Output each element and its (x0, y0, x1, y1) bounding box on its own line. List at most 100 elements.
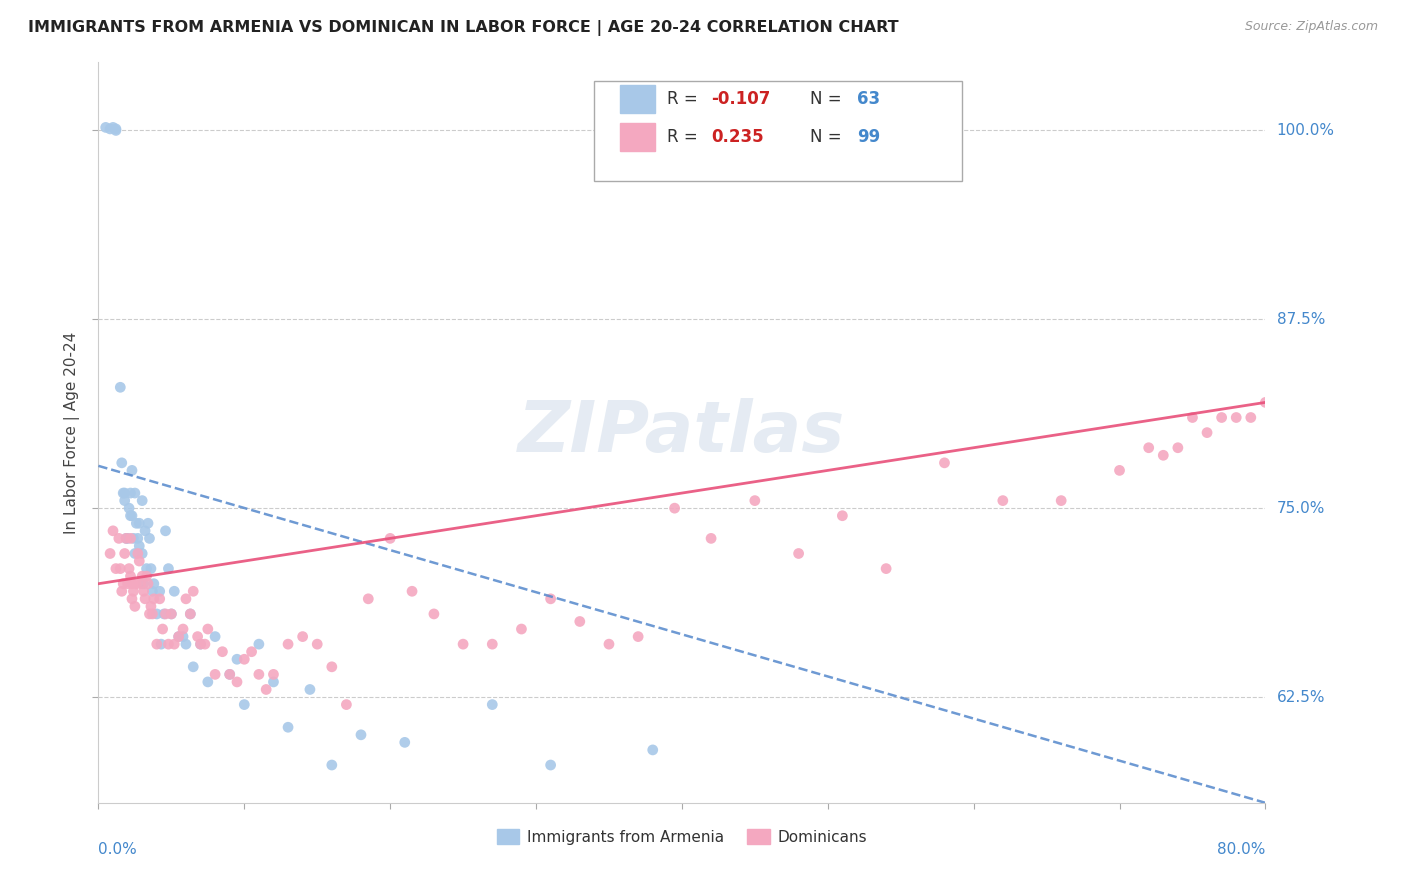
Y-axis label: In Labor Force | Age 20-24: In Labor Force | Age 20-24 (63, 332, 80, 533)
Text: N =: N = (810, 128, 848, 146)
Point (121, 576, 143, 591)
Point (155, 524, 177, 538)
Point (1284, 116, 1306, 130)
Point (357, 591, 380, 606)
Point (1291, 388, 1313, 402)
Point (174, 637, 197, 651)
Point (131, 547, 153, 561)
Point (197, 674, 219, 689)
Point (1108, 463, 1130, 477)
Point (163, 637, 186, 651)
Legend: Immigrants from Armenia, Dominicans: Immigrants from Armenia, Dominicans (491, 822, 873, 851)
Point (111, 584, 134, 599)
Text: -0.107: -0.107 (711, 90, 770, 108)
Point (111, 456, 134, 470)
Point (134, 591, 156, 606)
Point (423, 607, 446, 621)
Point (335, 698, 357, 712)
Point (627, 630, 650, 644)
Point (149, 591, 172, 606)
Point (218, 667, 240, 681)
Point (128, 539, 150, 553)
Point (1320, 373, 1343, 387)
Point (1284, 395, 1306, 409)
Point (172, 630, 194, 644)
Point (104, 561, 127, 575)
Point (307, 637, 329, 651)
Point (174, 591, 197, 606)
Point (179, 607, 201, 621)
Point (120, 508, 142, 523)
Point (380, 532, 402, 546)
Point (136, 516, 159, 531)
Point (127, 547, 149, 561)
Point (134, 524, 156, 538)
Point (117, 576, 139, 591)
Point (138, 532, 160, 546)
Point (131, 569, 153, 583)
Point (146, 637, 169, 651)
Text: R =: R = (666, 90, 703, 108)
Point (115, 532, 138, 546)
Point (1211, 410, 1233, 425)
Point (540, 591, 562, 606)
Point (211, 645, 233, 659)
Point (179, 607, 201, 621)
Text: 99: 99 (858, 128, 880, 146)
Point (277, 637, 299, 651)
Point (142, 576, 165, 591)
Point (233, 698, 256, 712)
Point (247, 637, 270, 651)
Bar (620, 123, 655, 152)
Point (160, 607, 183, 621)
Point (121, 508, 143, 523)
Point (101, 524, 124, 538)
Point (108, 532, 131, 546)
Text: R =: R = (666, 128, 703, 146)
Point (510, 622, 533, 636)
Point (98, 122, 121, 136)
Point (181, 660, 204, 674)
Point (112, 576, 135, 591)
Point (1305, 380, 1327, 394)
Point (114, 547, 136, 561)
Point (153, 607, 176, 621)
Point (138, 607, 160, 621)
Point (121, 463, 143, 477)
Point (114, 486, 136, 500)
Point (124, 486, 146, 500)
Point (401, 584, 423, 599)
Text: N =: N = (810, 90, 848, 108)
Point (121, 591, 143, 606)
Point (118, 501, 141, 516)
Point (1167, 441, 1189, 455)
Point (122, 584, 145, 599)
Point (120, 569, 142, 583)
Point (122, 532, 145, 546)
Point (124, 547, 146, 561)
Point (104, 122, 127, 136)
Point (277, 720, 299, 734)
Point (142, 591, 165, 606)
Point (262, 667, 284, 681)
Point (139, 599, 162, 614)
Point (1050, 493, 1073, 508)
Point (146, 607, 169, 621)
Point (1152, 448, 1174, 462)
Point (664, 501, 686, 516)
Point (1137, 441, 1160, 455)
Point (1225, 410, 1247, 425)
Point (875, 561, 897, 575)
Point (247, 667, 270, 681)
Point (254, 682, 277, 697)
Point (115, 532, 138, 546)
Point (321, 758, 343, 772)
Point (127, 532, 149, 546)
Point (110, 380, 132, 394)
Point (1268, 388, 1291, 402)
Point (831, 508, 853, 523)
Point (157, 561, 180, 575)
Point (135, 561, 157, 575)
Point (1240, 410, 1263, 425)
Text: 75.0%: 75.0% (1277, 500, 1324, 516)
